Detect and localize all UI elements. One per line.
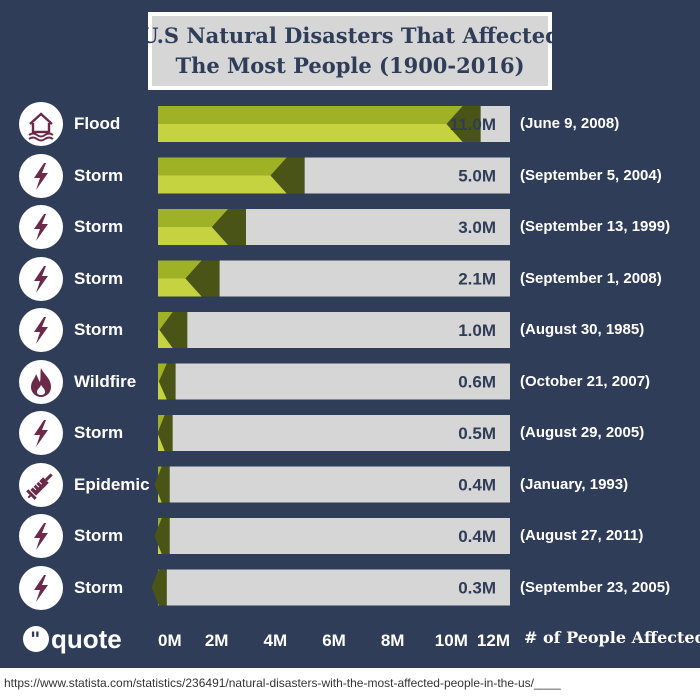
x-tick-label: 12M bbox=[477, 631, 510, 650]
source-url: https://www.statista.com/statistics/2364… bbox=[4, 676, 561, 690]
x-axis-label: # of People Affected bbox=[524, 628, 700, 647]
lightning-icon bbox=[19, 153, 63, 198]
category-label: Storm bbox=[74, 423, 124, 442]
value-label: 3.0M bbox=[458, 218, 496, 237]
value-label: 0.4M bbox=[458, 476, 496, 495]
date-label: (August 29, 2005) bbox=[520, 424, 645, 441]
category-label: Wildfire bbox=[74, 371, 137, 391]
quote-logo-icon bbox=[23, 626, 49, 652]
date-label: (September 13, 1999) bbox=[520, 218, 671, 235]
house-flood-icon bbox=[19, 102, 63, 146]
chart-title-line-2: The Most People (1900-2016) bbox=[175, 53, 525, 78]
bar-track bbox=[158, 415, 510, 451]
bar-track bbox=[158, 466, 510, 503]
x-tick-label: 2M bbox=[205, 631, 229, 650]
x-tick-label: 8M bbox=[381, 631, 405, 650]
flame-icon bbox=[19, 359, 63, 404]
category-label: Storm bbox=[74, 165, 124, 185]
bar-track bbox=[158, 569, 510, 606]
category-label: Storm bbox=[74, 526, 124, 545]
lightning-icon bbox=[19, 308, 63, 352]
bar bbox=[158, 260, 220, 297]
lightning-icon bbox=[19, 256, 63, 301]
bar-chart: 11.0M 5.0M 3.0M 2.1M 1.0M 0.6M 0.5M 0.4M 0.4M 0.3… bbox=[151, 106, 510, 650]
category-label: Storm bbox=[74, 217, 124, 236]
bar bbox=[151, 569, 167, 606]
value-label: 2.1M bbox=[458, 270, 496, 289]
lightning-icon bbox=[19, 205, 63, 249]
lightning-icon bbox=[19, 514, 63, 558]
value-label: 0.3M bbox=[458, 579, 496, 598]
quote-logo: " quote bbox=[23, 624, 122, 654]
value-label: 1.0M bbox=[458, 321, 496, 340]
value-label: 0.5M bbox=[458, 424, 496, 443]
value-label: 11.0M bbox=[450, 115, 496, 134]
bar bbox=[158, 106, 481, 142]
x-tick-label: 4M bbox=[264, 631, 288, 650]
date-label: (January, 1993) bbox=[520, 475, 629, 493]
bar bbox=[158, 363, 176, 400]
value-label: 0.4M bbox=[458, 527, 496, 546]
bar bbox=[158, 157, 305, 194]
date-label: (June 9, 2008) bbox=[520, 115, 620, 132]
value-label: 0.6M bbox=[458, 373, 496, 392]
chart-title-line-1: U.S Natural Disasters That Affected bbox=[140, 23, 560, 48]
category-label: Storm bbox=[74, 577, 124, 597]
bar bbox=[158, 312, 188, 348]
quote-logo-text: quote bbox=[51, 624, 122, 654]
svg-text:": " bbox=[30, 627, 40, 651]
date-label: (September 5, 2004) bbox=[520, 166, 662, 184]
bar bbox=[157, 415, 173, 451]
date-label: (September 1, 2008) bbox=[520, 269, 662, 287]
date-label: (October 21, 2007) bbox=[520, 372, 651, 390]
date-label: (September 23, 2005) bbox=[520, 578, 671, 596]
bar bbox=[154, 466, 170, 503]
syringe-icon bbox=[19, 462, 63, 507]
category-label: Storm bbox=[74, 268, 124, 288]
bar-track bbox=[158, 518, 510, 554]
x-tick-label: 6M bbox=[322, 631, 346, 650]
bar-track bbox=[158, 363, 510, 400]
lightning-icon bbox=[19, 565, 63, 610]
bar bbox=[158, 209, 246, 245]
x-tick-label: 0M bbox=[158, 631, 182, 650]
category-label: Flood bbox=[74, 114, 121, 133]
lightning-icon bbox=[19, 411, 63, 455]
title-box: U.S Natural Disasters That Affected The … bbox=[140, 12, 560, 90]
date-label: (August 30, 1985) bbox=[520, 321, 645, 338]
date-label: (August 27, 2011) bbox=[520, 527, 644, 544]
value-label: 5.0M bbox=[458, 167, 496, 186]
x-tick-label: 10M bbox=[435, 631, 468, 650]
category-label: Epidemic bbox=[74, 474, 150, 494]
bar-track bbox=[158, 312, 510, 348]
bar bbox=[154, 518, 170, 554]
category-label: Storm bbox=[74, 320, 124, 339]
